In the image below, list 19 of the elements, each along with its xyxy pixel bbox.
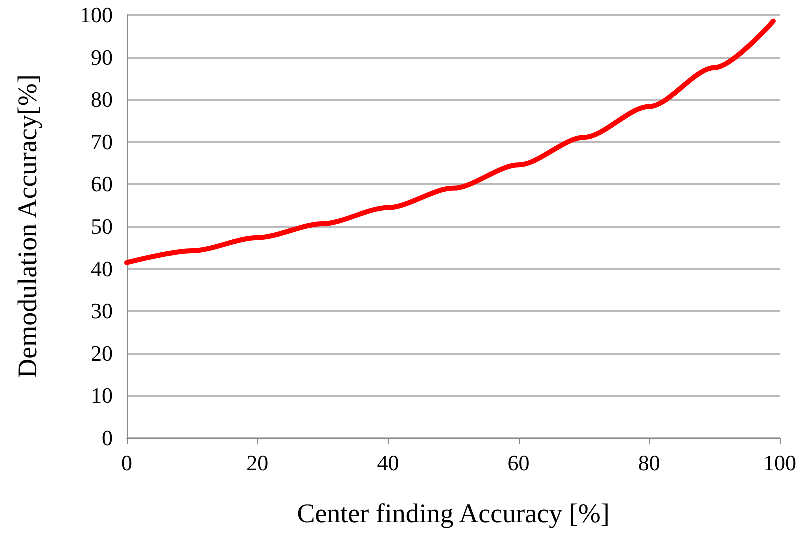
x-tick-label: 0 bbox=[122, 450, 132, 476]
y-tick-label: 70 bbox=[91, 129, 113, 154]
y-tick-label: 100 bbox=[80, 2, 113, 28]
y-axis-title: Demodulation Accuracy[%] bbox=[12, 74, 42, 378]
x-tick-label: 100 bbox=[764, 450, 796, 476]
y-tick-label: 30 bbox=[91, 298, 113, 324]
x-tick-label: 40 bbox=[377, 450, 400, 476]
y-tick-label: 0 bbox=[102, 426, 113, 450]
y-tick-label: 40 bbox=[91, 256, 113, 282]
y-tick-label: 20 bbox=[91, 340, 113, 366]
y-tick-label: 90 bbox=[91, 44, 113, 70]
y-tick-label: 80 bbox=[91, 87, 113, 112]
x-tick-label: 80 bbox=[638, 450, 660, 476]
y-tick-label: 50 bbox=[91, 214, 113, 239]
x-tick-label: 60 bbox=[508, 450, 530, 476]
y-tick-label: 10 bbox=[91, 383, 113, 408]
x-axis-title: Center finding Accuracy [%] bbox=[297, 498, 610, 528]
y-tick-label: 60 bbox=[91, 172, 113, 197]
x-tick-label: 20 bbox=[246, 450, 269, 476]
